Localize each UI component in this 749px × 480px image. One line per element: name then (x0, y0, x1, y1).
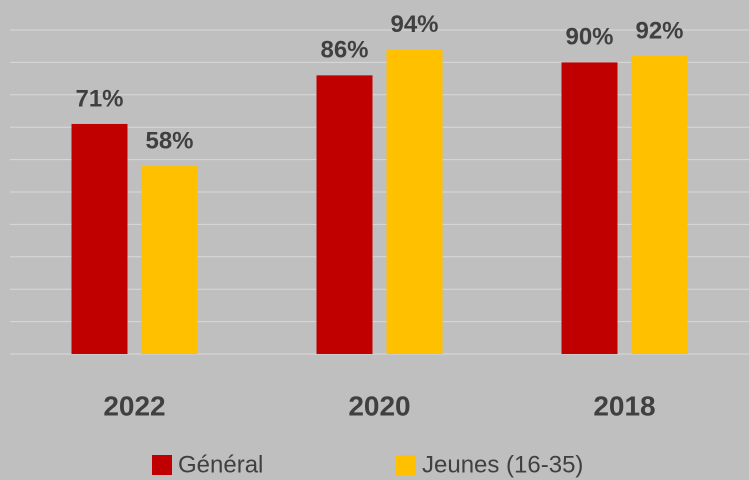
data-label: 58% (145, 127, 193, 154)
x-tick-label: 2022 (103, 390, 165, 421)
legend-label: Jeunes (16-35) (422, 451, 583, 478)
legend-swatch (152, 455, 172, 475)
bar (386, 49, 443, 354)
data-label: 86% (320, 37, 368, 64)
legend-swatch (396, 455, 416, 475)
bar (561, 62, 618, 355)
data-label: 71% (75, 85, 123, 112)
bar (631, 55, 688, 355)
legend-label: Général (178, 451, 263, 478)
bar (141, 166, 198, 354)
data-label: 92% (635, 17, 683, 44)
bar (316, 75, 373, 355)
data-label: 94% (390, 11, 438, 38)
x-tick-label: 2020 (348, 390, 410, 421)
bar (71, 123, 128, 355)
x-tick-label: 2018 (593, 390, 655, 421)
data-label: 90% (565, 24, 613, 51)
